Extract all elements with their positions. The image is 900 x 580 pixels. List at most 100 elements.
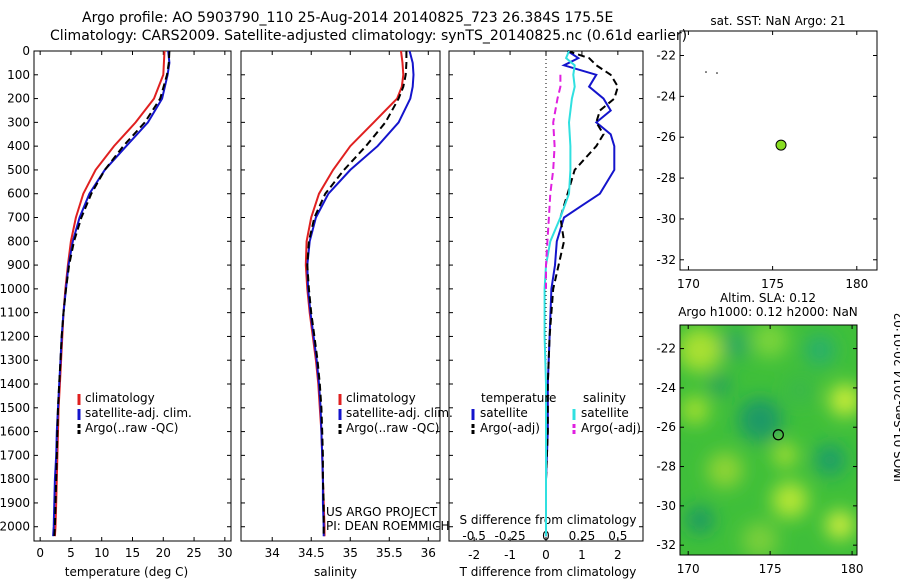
temperature-ytick-label: 1200 <box>0 329 30 343</box>
difference-legend-salinity-header: salinity <box>583 391 626 405</box>
sst-noise-dot <box>705 71 707 73</box>
sla-title-line1: Altim. SLA: 0.12 <box>720 291 816 305</box>
difference-x2tick-label: 0.5 <box>608 529 627 543</box>
sst-ytick-label: -22 <box>656 49 676 63</box>
temperature-ytick-label: 500 <box>7 163 30 177</box>
sla-ytick-label: -22 <box>656 342 676 356</box>
temperature-legend-label: satellite-adj. clim. <box>85 406 192 420</box>
temperature-legend-label: climatology <box>85 391 155 405</box>
sla-heatmap-blob <box>772 482 808 518</box>
temperature-xtick-label: 5 <box>67 546 75 560</box>
temperature-ytick-label: 100 <box>7 68 30 82</box>
sla-xtick-label: 170 <box>677 562 700 576</box>
salinity-axes-frame <box>240 50 441 542</box>
difference-xtick-label: -2 <box>468 548 480 562</box>
sla-heatmap-blob <box>826 511 854 539</box>
sla-heatmap-blob <box>829 384 857 416</box>
temperature-legend-label: Argo(..raw -QC) <box>85 421 178 435</box>
sst-ytick-label: -32 <box>656 253 676 267</box>
sst-ytick-label: -30 <box>656 212 676 226</box>
sla-xtick-label: 180 <box>841 562 864 576</box>
difference-x2tick-label: 0.25 <box>569 529 596 543</box>
temperature-ytick-label: 400 <box>7 139 30 153</box>
sla-heatmap-blob <box>742 522 778 555</box>
sla-heatmap-blob <box>710 375 730 395</box>
difference-xtick-label: 0 <box>542 548 550 562</box>
sst-xtick-label: 180 <box>845 277 868 291</box>
sla-heatmap-blob <box>814 444 846 476</box>
salinity-xtick-label: 35 <box>343 546 358 560</box>
salinity-legend-label: satellite-adj. clim. <box>346 406 453 420</box>
sla-heatmap-blob <box>680 328 722 372</box>
difference-x2tick-label: -0.25 <box>495 529 526 543</box>
project-credits: US ARGO PROJECT PI: DEAN ROEMMICH <box>326 505 449 533</box>
salinity-xtick-label: 34 <box>265 546 280 560</box>
figure-title-line1: Argo profile: AO 5903790_110 25-Aug-2014… <box>82 10 614 26</box>
sla-heatmap-blob <box>681 396 709 424</box>
difference-legend-temperature-header: temperature <box>481 391 556 405</box>
temperature-ytick-label: 1800 <box>0 472 30 486</box>
temperature-ytick-label: 1700 <box>0 448 30 462</box>
salinity-series-2-line <box>306 51 408 537</box>
temperature-xtick-label: 15 <box>125 546 140 560</box>
sst-ytick-label: -24 <box>656 89 676 103</box>
difference-legend-label: Argo(-adj) <box>480 421 540 435</box>
temperature-ytick-label: 1300 <box>0 353 30 367</box>
temperature-ytick-label: 1100 <box>0 306 30 320</box>
difference-xtick-label: 1 <box>578 548 586 562</box>
sla-float-marker <box>772 429 784 441</box>
sst-xtick-label: 170 <box>677 277 700 291</box>
temperature-series-1-line <box>52 50 171 537</box>
salinity-legend-label: Argo(..raw -QC) <box>346 421 439 435</box>
sla-heatmap-blob <box>773 443 797 467</box>
temperature-xtick-label: 10 <box>94 546 109 560</box>
difference-series-2-line <box>543 50 576 537</box>
difference-xtick-label: -1 <box>504 548 516 562</box>
temperature-ytick-label: 1500 <box>0 401 30 415</box>
temperature-ytick-label: 900 <box>7 258 30 272</box>
sst-ytick-label: -28 <box>656 171 676 185</box>
figure-title-line2: Climatology: CARS2009. Satellite-adjuste… <box>50 28 688 44</box>
temperature-xtick-label: 30 <box>217 546 232 560</box>
temperature-ytick-label: 700 <box>7 211 30 225</box>
temperature-series-2-line <box>53 50 171 537</box>
sla-axes-frame <box>679 324 858 556</box>
temperature-ytick-label: 300 <box>7 115 30 129</box>
credit-line-1: US ARGO PROJECT <box>326 505 438 519</box>
temperature-xtick-label: 0 <box>36 546 44 560</box>
sst-axes-frame <box>679 30 878 271</box>
sst-xtick-label: 175 <box>761 277 784 291</box>
temperature-xtick-label: 20 <box>156 546 171 560</box>
salinity-profile-panel: 34 34.5 35 35.5 36 salinity climatologysatelli… <box>240 50 453 579</box>
sst-map-panel: sat. SST: NaN Argo: 21 170 175 180 -22 -24 -26… <box>656 14 878 291</box>
sst-ytick-label: -26 <box>656 130 676 144</box>
sla-heatmap <box>680 325 857 555</box>
salinity-legend-label: climatology <box>346 391 416 405</box>
temperature-ytick-label: 1400 <box>0 377 30 391</box>
sla-heatmap-blob <box>721 331 749 359</box>
difference-xtick-label: 2 <box>614 548 622 562</box>
temperature-ytick-label: 1000 <box>0 282 30 296</box>
sla-heatmap-blob <box>707 452 743 488</box>
salinity-xtick-label: 35.5 <box>376 546 403 560</box>
sla-title-line2: Argo h1000: 0.12 h2000: NaN <box>678 305 858 319</box>
difference-xlabel: T difference from climatology <box>459 565 637 579</box>
difference-series-0-line <box>545 50 616 537</box>
salinity-xtick-label: 36 <box>421 546 436 560</box>
salinity-series-0-line <box>304 50 405 537</box>
temperature-ytick-label: 800 <box>7 234 30 248</box>
temperature-ytick-label: 2000 <box>0 520 30 534</box>
sla-heatmap-blob <box>786 376 814 404</box>
temperature-xtick-label: 25 <box>186 546 201 560</box>
temperature-xlabel: temperature (deg C) <box>65 565 188 579</box>
sla-ytick-label: -32 <box>656 538 676 552</box>
sla-heatmap-blob <box>686 506 714 534</box>
difference-x2tick-label: -0.5 <box>462 529 485 543</box>
temperature-ytick-label: 1600 <box>0 425 30 439</box>
sst-noise-dot <box>716 72 718 74</box>
temperature-ytick-label: 0 <box>22 44 30 58</box>
credit-line-2: PI: DEAN ROEMMICH <box>326 519 449 533</box>
difference-x2label: S difference from climatology <box>460 513 637 527</box>
